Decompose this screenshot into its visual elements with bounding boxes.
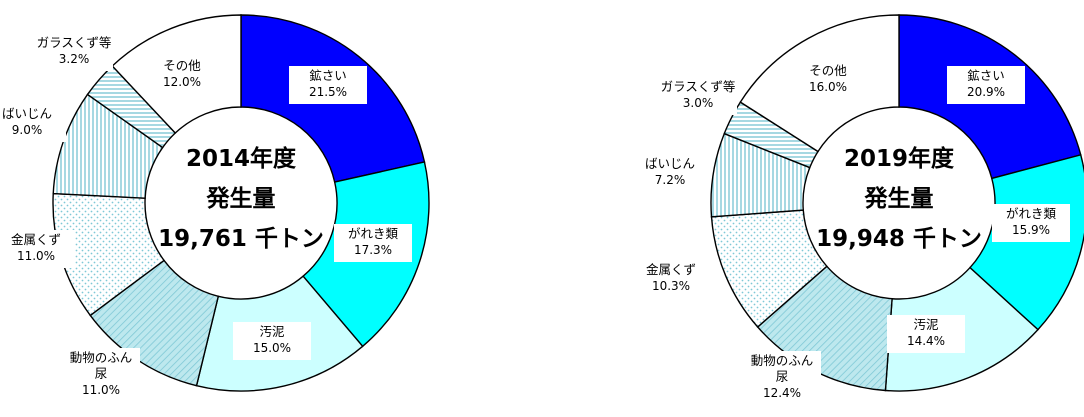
slice-name: ガラスくず等	[661, 79, 736, 94]
center-text-line-2: 発生量	[864, 186, 934, 212]
slice-label-7: ガラスくず等 3.2%	[35, 33, 113, 71]
label-background	[743, 351, 821, 405]
label-background	[233, 322, 311, 360]
label-background	[789, 61, 867, 99]
slice-percent: 11.0%	[82, 383, 120, 397]
slice-name: ガラスくず等	[37, 35, 112, 50]
slice-name: その他	[809, 63, 847, 78]
slice-percent: 3.2%	[59, 52, 90, 66]
slice-percent: 21.5%	[309, 85, 347, 99]
slice-percent: 14.4%	[907, 334, 945, 348]
slice-label-1: 鉱さい 21.5%	[289, 66, 367, 104]
slice-percent: 15.0%	[253, 341, 291, 355]
slice-percent: 11.0%	[17, 249, 55, 263]
slice-name: がれき類	[348, 226, 399, 241]
slice-label-3: 汚泥 14.4%	[887, 315, 965, 353]
label-background	[143, 56, 221, 94]
slice-label-5: 金属くず 11.0%	[0, 230, 75, 268]
slice-name: がれき類	[1006, 206, 1057, 221]
slice-label-2: がれき類 17.3%	[334, 224, 412, 262]
label-background	[659, 77, 737, 115]
label-background	[631, 154, 709, 192]
slice-name: 金属くず	[11, 232, 61, 247]
label-background	[887, 315, 965, 353]
slice-percent: 9.0%	[12, 123, 43, 137]
slice-name: 汚泥	[913, 317, 938, 332]
slice-name: ばいじん	[645, 156, 695, 171]
slice-label-6: ばいじん 9.0%	[0, 104, 66, 142]
label-background	[35, 33, 113, 71]
label-background	[62, 348, 140, 402]
slice-percent: 20.9%	[967, 85, 1005, 99]
center-text-line-2: 発生量	[206, 186, 276, 212]
slice-name: 鉱さい	[309, 68, 347, 83]
slice-name: 動物のふん	[751, 353, 814, 368]
center-text-line-1: 2014年度	[186, 145, 297, 172]
label-background	[0, 104, 66, 142]
slice-percent: 3.0%	[683, 96, 714, 110]
slice-name: 動物のふん	[70, 350, 133, 365]
slice-label-7: ガラスくず等 3.0%	[659, 77, 737, 115]
slice-name: 汚泥	[259, 324, 284, 339]
slice-name: 鉱さい	[967, 68, 1005, 83]
slice-name: 尿	[95, 366, 108, 381]
slice-percent: 7.2%	[655, 173, 686, 187]
center-text-line-1: 2019年度	[844, 145, 955, 172]
slice-name: ばいじん	[2, 106, 52, 121]
slice-label-1: 鉱さい 20.9%	[947, 66, 1025, 104]
slice-name: 金属くず	[646, 262, 696, 277]
slice-label-5: 金属くず 10.3%	[632, 260, 710, 298]
label-background	[992, 204, 1070, 242]
slice-percent: 12.0%	[163, 75, 201, 89]
slice-label-8: その他 12.0%	[143, 56, 221, 94]
slice-name: 尿	[776, 369, 789, 384]
slice-percent: 17.3%	[354, 243, 392, 257]
label-background	[334, 224, 412, 262]
label-background	[632, 260, 710, 298]
slice-percent: 16.0%	[809, 80, 847, 94]
slice-percent: 15.9%	[1012, 223, 1050, 237]
slice-name: その他	[163, 58, 201, 73]
slice-percent: 10.3%	[652, 279, 690, 293]
slice-label-6: ばいじん 7.2%	[631, 154, 709, 192]
slice-label-2: がれき類 15.9%	[992, 204, 1070, 242]
slice-label-3: 汚泥 15.0%	[233, 322, 311, 360]
slice-percent: 12.4%	[763, 386, 801, 400]
label-background	[0, 230, 75, 268]
slice-label-8: その他 16.0%	[789, 61, 867, 99]
label-background	[947, 66, 1025, 104]
center-text-line-3: 19,761 千トン	[158, 226, 324, 252]
center-text-line-3: 19,948 千トン	[816, 226, 982, 252]
label-background	[289, 66, 367, 104]
